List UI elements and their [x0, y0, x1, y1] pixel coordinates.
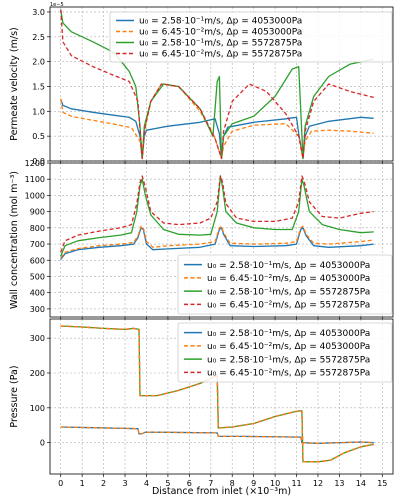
- legend-label: u₀ = 6.45·10⁻²m/s, Δp = 5572875Pa: [207, 369, 370, 379]
- series-line: [60, 175, 374, 253]
- legend: u₀ = 2.58·10⁻¹m/s, Δp = 4053000Pa u₀ = 6.…: [177, 254, 393, 315]
- series-line: [60, 225, 374, 259]
- legend-label: u₀ = 2.58·10⁻¹m/s, Δp = 4053000Pa: [139, 17, 302, 27]
- series-line: [60, 325, 374, 463]
- y-tick-label: 300: [30, 334, 45, 343]
- y-multiplier: 1e−5: [50, 2, 64, 8]
- x-tick-label: 12: [313, 479, 323, 488]
- x-tick-label: 10: [270, 479, 280, 488]
- y-tick-label: 200: [30, 369, 45, 378]
- y-tick-label: 600: [30, 256, 45, 265]
- x-tick-label: 15: [377, 479, 387, 488]
- legend-label: u₀ = 2.58·10⁻¹m/s, Δp = 5572875Pa: [207, 287, 370, 297]
- y-tick-label: 1100: [25, 175, 45, 184]
- legend-label: u₀ = 2.58·10⁻¹m/s, Δp = 5572875Pa: [139, 39, 302, 49]
- y-tick-label: 2.0: [32, 58, 45, 67]
- panel-2: 300 400 500 600 700 800 900 1000 1100 1200 Wall co…: [9, 159, 394, 320]
- y-axis-label: Pressure (Pa): [9, 365, 20, 427]
- series-line: [60, 426, 374, 444]
- x-tick-label: 5: [165, 479, 170, 488]
- plot-frame: [49, 318, 394, 475]
- x-tick-label: 9: [251, 479, 256, 488]
- series-line: [60, 175, 374, 257]
- y-tick-label: 800: [30, 224, 45, 233]
- y-tick-label: 100: [30, 404, 45, 413]
- legend: u₀ = 2.58·10⁻¹m/s, Δp = 4053000Pa u₀ = 6.…: [177, 322, 393, 383]
- legend-box: [109, 11, 393, 63]
- y-tick-label: 0.0: [32, 157, 45, 166]
- legend-label: u₀ = 2.58·10⁻¹m/s, Δp = 4053000Pa: [207, 329, 370, 339]
- y-tick-label: 700: [30, 240, 45, 249]
- x-tick-label: 6: [187, 479, 192, 488]
- y-tick-label: 0.5: [32, 132, 45, 141]
- y-axis-label: Wall concentration (mol m⁻³): [9, 171, 20, 309]
- panel-1: 0.0 0.5 1.0 1.5 2.0 2.5 3.0 1e−5 Permeate veloci…: [9, 2, 394, 166]
- legend-label: u₀ = 2.58·10⁻¹m/s, Δp = 4053000Pa: [207, 261, 370, 271]
- x-axis-label: Distance from inlet (×10⁻³m): [152, 486, 291, 497]
- series-group: [60, 175, 374, 260]
- y-tick-label: 1200: [25, 159, 45, 168]
- x-tick-label: 0: [58, 479, 63, 488]
- y-tick-label: 900: [30, 208, 45, 217]
- x-tick-label: 8: [230, 479, 235, 488]
- plot-frame: [49, 162, 394, 318]
- y-tick-label: 300: [30, 305, 45, 314]
- series-line: [60, 426, 374, 444]
- series-group: [60, 9, 374, 160]
- series-line: [60, 98, 374, 160]
- x-tick-label: 2: [101, 479, 106, 488]
- legend-label: u₀ = 6.45·10⁻²m/s, Δp = 4053000Pa: [207, 342, 370, 352]
- y-tick-label: 500: [30, 272, 45, 281]
- y-tick-label: 3.0: [32, 8, 45, 17]
- x-tick-label: 4: [144, 479, 149, 488]
- series-line: [60, 9, 374, 160]
- y-tick-label: 1000: [25, 191, 45, 200]
- y-tick-label: 1.0: [32, 107, 45, 116]
- y-tick-label: 2.5: [32, 33, 45, 42]
- y-tick-label: 0: [40, 439, 45, 448]
- x-tick-label: 1: [80, 479, 85, 488]
- legend-label: u₀ = 6.45·10⁻²m/s, Δp = 4053000Pa: [139, 28, 302, 38]
- series-group: [60, 325, 374, 463]
- legend-label: u₀ = 6.45·10⁻²m/s, Δp = 4053000Pa: [207, 274, 370, 284]
- legend-label: u₀ = 6.45·10⁻²m/s, Δp = 5572875Pa: [207, 301, 370, 311]
- y-tick-label: 400: [30, 289, 45, 298]
- legend-label: u₀ = 6.45·10⁻²m/s, Δp = 5572875Pa: [139, 50, 302, 60]
- series-line: [60, 9, 374, 160]
- x-tick-label: 3: [122, 479, 127, 488]
- x-tick-label: 13: [334, 479, 344, 488]
- x-tick-label: 14: [356, 479, 366, 488]
- x-tick-label: 7: [208, 479, 213, 488]
- legend-box: [177, 322, 393, 383]
- legend-label: u₀ = 2.58·10⁻¹m/s, Δp = 5572875Pa: [207, 355, 370, 365]
- y-axis-label: Permeate velocity (m/s): [9, 27, 20, 140]
- legend-box: [177, 254, 393, 315]
- x-tick-label: 11: [291, 479, 301, 488]
- plot-frame: [49, 6, 394, 162]
- y-tick-label: 1.5: [32, 82, 45, 91]
